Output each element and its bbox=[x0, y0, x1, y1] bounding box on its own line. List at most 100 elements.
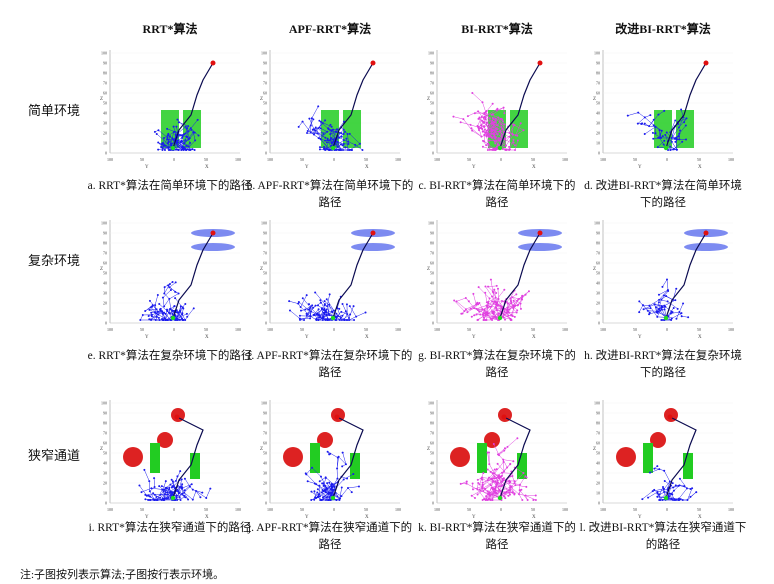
tree-node bbox=[663, 469, 666, 472]
tree-edge bbox=[331, 483, 334, 491]
sphere-obstacle bbox=[650, 432, 666, 448]
tree-node bbox=[345, 137, 348, 140]
tree-edge bbox=[659, 130, 662, 138]
subplot-caption: j. APF-RRT*算法在狭窄通道下的路径 bbox=[247, 522, 413, 551]
z-tick-label: 80 bbox=[263, 241, 267, 246]
z-tick-label: 20 bbox=[263, 481, 267, 486]
z-tick-label: 90 bbox=[103, 231, 107, 236]
tree-edge bbox=[484, 481, 494, 490]
tree-node bbox=[341, 314, 344, 317]
tree-edge bbox=[341, 487, 349, 497]
start-point bbox=[663, 315, 669, 321]
z-tick-label: 80 bbox=[596, 421, 600, 426]
tree-edge bbox=[302, 298, 311, 308]
tree-edge bbox=[498, 454, 504, 460]
axis-label: Y bbox=[145, 165, 149, 170]
tree-node bbox=[669, 145, 672, 148]
tree-edge bbox=[514, 140, 519, 151]
tree-node bbox=[153, 130, 156, 133]
ground-tick-label: 0 bbox=[500, 327, 502, 332]
tree-edge bbox=[494, 140, 500, 146]
tree-node bbox=[465, 482, 468, 485]
sphere-obstacle bbox=[283, 447, 303, 467]
tree-node bbox=[173, 305, 176, 308]
ground-tick-label: 100 bbox=[600, 157, 606, 162]
tree-edge bbox=[667, 301, 678, 310]
tree-node bbox=[680, 108, 683, 111]
tree-edge bbox=[320, 131, 328, 140]
tree-node bbox=[184, 302, 187, 305]
goal-point bbox=[210, 60, 216, 66]
z-tick-label: 60 bbox=[103, 261, 107, 266]
tree-node bbox=[649, 114, 652, 117]
tree-node bbox=[485, 495, 488, 498]
subplot-caption: h. 改进BI-RRT*算法在复杂环境下的路径 bbox=[584, 350, 742, 379]
tree-node bbox=[481, 119, 484, 122]
axis-label: Z bbox=[260, 267, 263, 272]
axis-label: X bbox=[205, 165, 209, 170]
tree-edge bbox=[149, 486, 155, 492]
tree-edge bbox=[183, 492, 189, 500]
tree-edge bbox=[164, 492, 171, 501]
tree-node bbox=[304, 472, 307, 475]
tree-edge bbox=[649, 468, 660, 473]
tree-edge bbox=[299, 315, 311, 321]
axis-label: Z bbox=[100, 267, 103, 272]
tree-edge bbox=[495, 297, 497, 305]
tree-edge bbox=[666, 132, 673, 139]
tree-node bbox=[138, 484, 141, 487]
tree-edge bbox=[638, 112, 645, 118]
tree-edge bbox=[679, 130, 681, 140]
tree-node bbox=[520, 488, 523, 491]
tree-edge bbox=[497, 463, 505, 472]
tree-node bbox=[656, 492, 659, 495]
ground-tick-label: 100 bbox=[434, 327, 440, 332]
tree-node bbox=[509, 318, 512, 321]
tree-node bbox=[159, 493, 162, 496]
column-header: APF-RRT*算法 bbox=[288, 22, 372, 36]
tree-edge bbox=[490, 315, 499, 319]
tree-edge bbox=[175, 470, 181, 482]
z-tick-label: 0 bbox=[105, 151, 107, 156]
axis-label: Y bbox=[305, 515, 309, 520]
tree-edge bbox=[502, 121, 505, 133]
tree-edge bbox=[483, 484, 491, 492]
tree-edge bbox=[497, 298, 507, 306]
tree-edge bbox=[188, 142, 191, 151]
tree-edge bbox=[300, 295, 307, 308]
z-tick-label: 60 bbox=[596, 441, 600, 446]
tree-node bbox=[176, 118, 179, 121]
tree-edge bbox=[508, 139, 514, 151]
tree-node bbox=[491, 129, 494, 132]
ground-tick-label: 0 bbox=[333, 157, 335, 162]
tree-edge bbox=[658, 289, 669, 296]
tree-node bbox=[488, 305, 491, 308]
z-tick-label: 40 bbox=[103, 461, 107, 466]
tree-edge bbox=[342, 144, 352, 151]
z-tick-label: 100 bbox=[594, 51, 600, 56]
goal-point bbox=[174, 414, 180, 420]
tree-edge bbox=[690, 491, 697, 498]
axis-label: Z bbox=[593, 267, 596, 272]
tree-edge bbox=[195, 490, 207, 499]
tree-node bbox=[192, 307, 195, 310]
tree-node bbox=[674, 499, 677, 501]
cylinder-obstacle bbox=[676, 110, 694, 148]
tree-node bbox=[496, 107, 499, 110]
tree-node bbox=[513, 315, 516, 318]
tree-edge bbox=[496, 118, 501, 130]
sphere-obstacle bbox=[317, 432, 333, 448]
z-tick-label: 70 bbox=[430, 81, 434, 86]
tree-node bbox=[307, 303, 310, 306]
ground-tick-label: 50 bbox=[633, 327, 637, 332]
axis-label: Y bbox=[145, 515, 149, 520]
tree-node bbox=[521, 294, 524, 297]
start-point bbox=[170, 315, 176, 321]
z-tick-label: 100 bbox=[261, 51, 267, 56]
tree-edge bbox=[326, 483, 333, 493]
goal-point bbox=[703, 60, 709, 66]
z-tick-label: 60 bbox=[263, 261, 267, 266]
tree-node bbox=[176, 499, 179, 501]
z-tick-label: 0 bbox=[265, 151, 267, 156]
z-tick-label: 10 bbox=[596, 491, 600, 496]
